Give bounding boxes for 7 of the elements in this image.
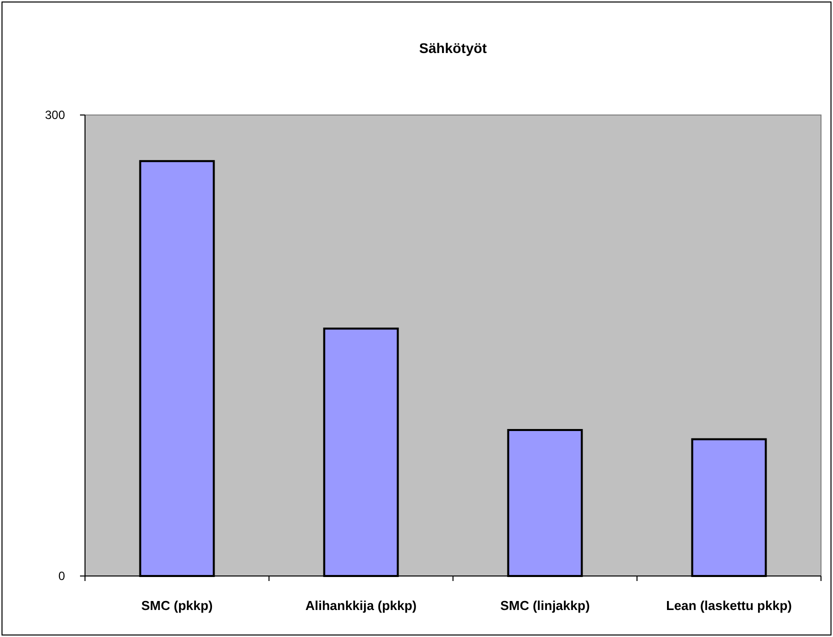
y-tick-label: 300 [44, 108, 66, 122]
y-tick-label: 0 [58, 569, 66, 584]
x-tick-label: SMC (linjakkp) [500, 598, 590, 613]
chart-title: Sähkötyöt [419, 40, 488, 56]
x-tick-label: SMC (pkkp) [141, 598, 213, 613]
x-tick-label: Alihankkija (pkkp) [305, 598, 417, 613]
x-tick-label: Lean (laskettu pkkp) [666, 598, 792, 613]
